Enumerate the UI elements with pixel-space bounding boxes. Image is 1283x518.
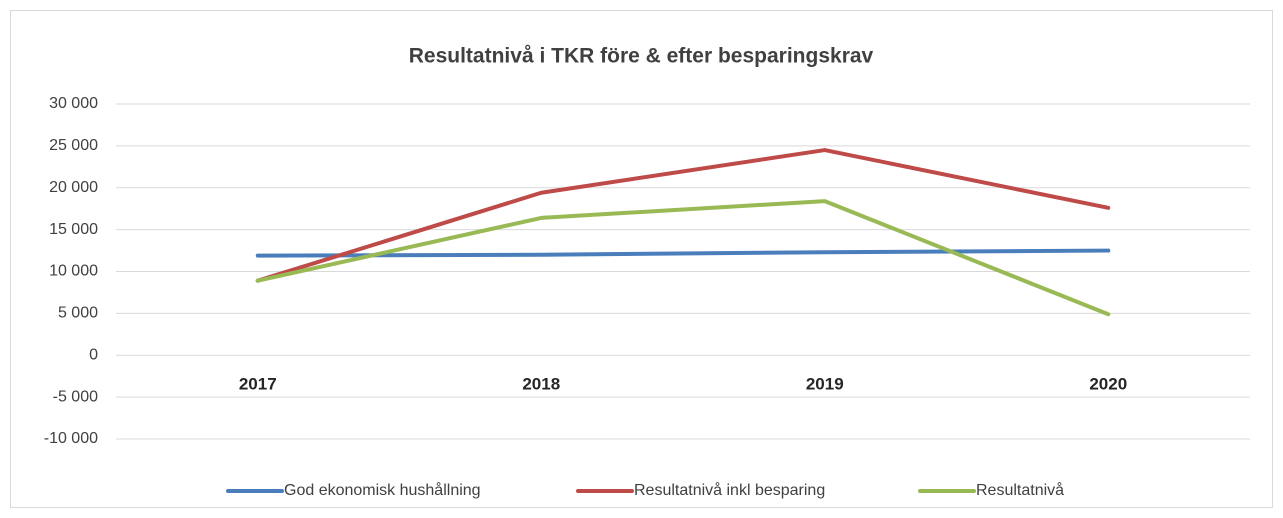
series-line <box>255 199 1111 317</box>
y-tick-label: 10 000 <box>49 263 98 280</box>
y-tick-label: 0 <box>89 346 98 363</box>
y-tick-label: 15 000 <box>49 221 98 238</box>
chart-title: Resultatnivå i TKR före & efter besparin… <box>409 45 874 68</box>
series-line <box>255 248 1111 258</box>
x-tick-label: 2019 <box>806 375 844 394</box>
series-line <box>255 148 1111 283</box>
y-tick-label: 5 000 <box>58 305 98 322</box>
y-tick-label: -5 000 <box>53 388 98 405</box>
y-tick-label: 20 000 <box>49 179 98 196</box>
chart-border <box>10 10 1273 508</box>
y-tick-label: 30 000 <box>49 95 98 112</box>
x-tick-label: 2020 <box>1089 375 1127 394</box>
legend-label: God ekonomisk hushållning <box>284 481 481 499</box>
y-tick-label: 25 000 <box>49 137 98 154</box>
y-tick-label: -10 000 <box>44 430 98 447</box>
legend-label: Resultatnivå <box>976 481 1064 499</box>
x-tick-label: 2018 <box>522 375 560 394</box>
x-tick-label: 2017 <box>239 375 277 394</box>
legend-label: Resultatnivå inkl besparing <box>634 481 825 499</box>
